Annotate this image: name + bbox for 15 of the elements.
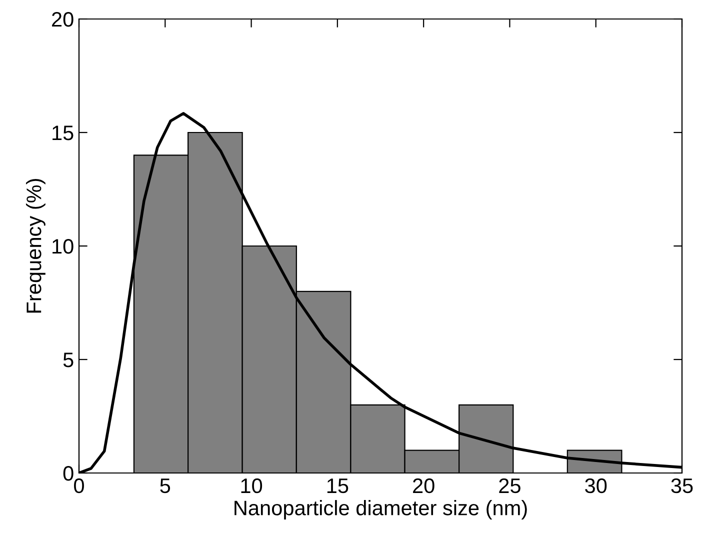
y-tick-label: 20 [52,12,74,27]
y-tick-label: 10 [52,239,74,254]
y-axis-title: Frequency (%) [26,178,46,313]
x-tick-label: 30 [585,478,607,494]
y-tick-label: 0 [63,466,74,481]
y-tick-label: 15 [52,126,74,140]
x-tick-label: 10 [241,478,262,494]
x-tick-label: 25 [499,478,520,494]
x-tick-label: 0 [74,478,84,494]
x-tick-label: 5 [160,478,170,494]
x-axis-title: Nanoparticle diameter size (nm) [234,500,527,520]
x-tick-label: 15 [327,478,348,494]
y-tick-label: 5 [63,352,74,368]
x-tick-label: 35 [671,478,693,494]
x-tick-label: 20 [413,478,434,494]
